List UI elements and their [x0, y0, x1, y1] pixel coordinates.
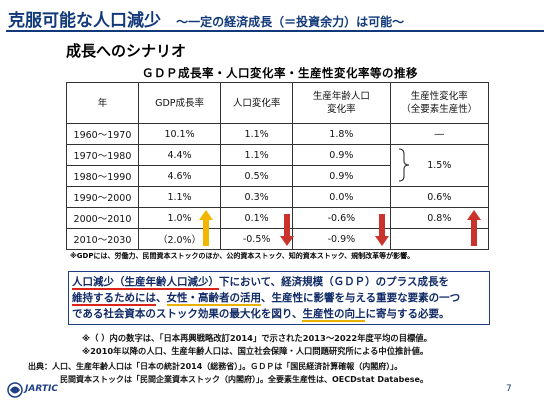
cell-tfp-merged-value: 1.5%	[427, 160, 452, 171]
source-line1: 出典：人口、生産年齢人口は「日本の統計2014（総務省）」。ＧＤＰは「国民経済計…	[28, 362, 403, 371]
table-row: 1960～1970 10.1% 1.1% 1.8% ―	[66, 123, 490, 145]
table-row: 2000～2010 1.0% 0.1% -0.6% 0.8%	[66, 207, 490, 229]
callout-highlight-population: 人口減少（生産年齢人口減少）	[72, 276, 219, 290]
callout-highlight-women-elderly: 女性・高齢者の活用	[166, 292, 261, 306]
table-row: 1990～2000 1.1% 0.3% 0.0% 0.6%	[66, 186, 490, 208]
title-main: 克服可能な人口減少	[8, 11, 161, 31]
header-working-pop: 生産年齢人口 変化率	[292, 82, 391, 124]
callout-text: である社会資本のストック効果の最大化を図り、	[72, 308, 303, 320]
cell-tfp: 0.6%	[389, 186, 490, 208]
header-tfp: 生産性変化率 （全要素生産性）	[389, 82, 490, 124]
cell-tfp	[389, 228, 490, 250]
source-line2: 民間資本ストックは「民間企業資本ストック（内閣府）」。全要素生産性は、OECDs…	[60, 375, 428, 384]
cell-pop: 0.3%	[220, 186, 294, 208]
tfp-up-arrow-icon	[467, 210, 481, 246]
cell-working-pop: 0.9%	[292, 144, 391, 166]
header-tfp-line1: 生産性変化率	[410, 91, 468, 102]
cell-tfp-merged: 1.5%	[389, 144, 490, 187]
note-target: ※（ ）内の数字は、「日本再興戦略改訂2014」で示された2013～2022年度…	[82, 333, 432, 343]
growth-table: 年 GDP成長率 人口変化率 生産年齢人口 変化率 生産性変化率 （全要素生産性…	[66, 82, 490, 250]
callout-text: に寄与する必要。	[365, 308, 450, 320]
callout-highlight-maintain: 維持するためには	[72, 292, 156, 306]
cell-year: 1990～2000	[66, 186, 139, 208]
header-working-pop-line2: 変化率	[327, 104, 356, 115]
callout-text: 、生産性に影響を与える重要な要素の一つ	[261, 292, 461, 304]
cell-gdp: 1.1%	[137, 186, 222, 208]
logo-text: JARTIC	[25, 384, 58, 394]
source-citation: 出典：人口、生産年齢人口は「日本の統計2014（総務省）」。ＧＤＰは「国民経済計…	[28, 360, 428, 386]
cell-year: 1960～1970	[66, 123, 139, 145]
page-number: 7	[506, 384, 512, 394]
cell-gdp: 10.1%	[137, 123, 222, 145]
cell-working-pop: 1.8%	[292, 123, 391, 145]
table-row: 2010～2030 （2.0%） -0.5% -0.9%	[66, 228, 490, 250]
cell-gdp: 4.6%	[137, 165, 222, 187]
cell-year: 1980～1990	[66, 165, 139, 187]
table-row: 1970～1980 4.4% 1.1% 0.9% 1.5%	[66, 144, 490, 187]
slide-title: 克服可能な人口減少 ～一定の経済成長（＝投資余力）は可能～	[8, 6, 542, 31]
header-pop: 人口変化率	[220, 82, 294, 124]
section-title: 成長へのシナリオ	[66, 42, 187, 60]
table-footnote: ※GDPには、労働力、民間資本ストックのほか、公的資本ストック、知的資本ストック…	[70, 252, 415, 260]
note-estimate: ※2010年以降の人口、生産年齢人口は、国立社会保障・人口問題研究所による中位推…	[82, 346, 429, 356]
table-row: 1980～1990 4.6% 0.5% 0.9%	[66, 165, 489, 187]
gdp-up-arrow-icon	[199, 210, 213, 246]
pop-down-arrow-icon	[280, 214, 294, 246]
cell-working-pop: 0.9%	[292, 165, 391, 187]
cell-pop: 1.1%	[220, 123, 294, 145]
header-working-pop-line1: 生産年齢人口	[312, 91, 370, 102]
cell-year: 2000～2010	[66, 207, 139, 229]
cell-year: 2010～2030	[66, 228, 139, 250]
cell-pop: 0.5%	[220, 165, 294, 187]
callout-box: 人口減少（生産年齢人口減少）下において、経済規模（ＧＤＰ）のプラス成長を 維持す…	[68, 271, 490, 325]
cell-gdp: 4.4%	[137, 144, 222, 166]
header-year: 年	[66, 82, 139, 124]
brace-icon	[398, 148, 409, 182]
cell-tfp: ―	[389, 123, 490, 145]
header-tfp-line2: （全要素生産性）	[401, 104, 478, 115]
title-subtitle: ～一定の経済成長（＝投資余力）は可能～	[176, 15, 405, 29]
cell-year: 1970～1980	[66, 144, 139, 166]
cell-pop: 1.1%	[220, 144, 294, 166]
cell-working-pop: 0.0%	[292, 186, 391, 208]
callout-highlight-productivity: 生産性の向上	[302, 308, 366, 322]
jartic-logo: JARTIC	[6, 380, 64, 400]
callout-text: 下において、経済規模（ＧＤＰ）のプラス成長を	[219, 276, 449, 288]
header-gdp: GDP成長率	[137, 82, 222, 124]
table-header-row: 年 GDP成長率 人口変化率 生産年齢人口 変化率 生産性変化率 （全要素生産性…	[66, 82, 490, 124]
title-divider	[6, 30, 544, 32]
working-pop-down-arrow-icon	[375, 214, 389, 246]
jartic-logo-icon	[7, 382, 23, 398]
cell-working-pop: -0.9%	[292, 228, 391, 250]
callout-text: 、	[156, 292, 167, 304]
cell-gdp: （2.0%）	[137, 228, 222, 250]
table-title: ＧＤＰ成長率・人口変化率・生産性変化率等の推移	[142, 66, 418, 80]
